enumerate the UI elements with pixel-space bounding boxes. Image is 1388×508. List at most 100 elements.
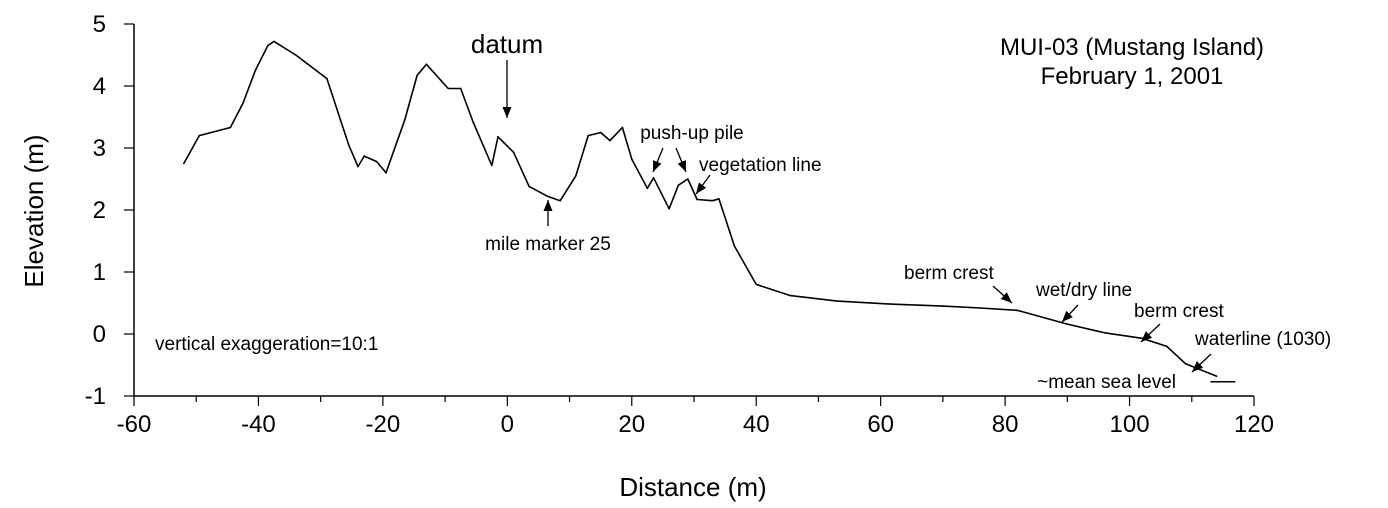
y-tick-label: 3 (93, 135, 106, 162)
x-tick-label: 60 (867, 411, 894, 438)
profile-point (425, 63, 428, 66)
x-tick-label: -60 (117, 411, 152, 438)
profile-point (294, 54, 297, 56)
profile-point (892, 303, 894, 306)
waterline-arrow (1191, 353, 1212, 373)
profile-point (942, 305, 944, 307)
profile-point (512, 151, 515, 154)
berm-crest-arrow-upper (992, 285, 1013, 304)
profile-point (447, 87, 450, 90)
profile-point (357, 165, 359, 168)
profile-point (1215, 375, 1218, 377)
profile-point (385, 172, 387, 174)
profile-point (1103, 331, 1106, 334)
vegetation-line-arrow (695, 174, 711, 195)
profile-point (546, 195, 549, 198)
profile-point (711, 199, 714, 202)
x-tick-label: -40 (241, 411, 276, 438)
annotation-wet-dry-line: wet/dry line (1035, 280, 1132, 301)
annotation-push-up-pile: push-up pile (640, 123, 744, 144)
chart-title: MUI-03 (Mustang Island) (1000, 34, 1264, 61)
profile-point (273, 40, 275, 43)
profile-point (375, 160, 378, 163)
profile-point (652, 176, 655, 179)
annotation-mean-sea-level: ~mean sea level (1037, 372, 1176, 393)
profile-point (347, 144, 350, 146)
profile-point (621, 126, 624, 129)
profile-point (789, 294, 792, 297)
wet-dry-line-arrow (1061, 304, 1079, 323)
profile-point (1184, 362, 1187, 365)
profile-point (630, 158, 633, 160)
x-tick-label: 20 (618, 411, 645, 438)
profile-point (718, 198, 720, 200)
profile-point (755, 283, 758, 286)
x-tick-label: 80 (992, 411, 1019, 438)
profile-point (979, 307, 982, 309)
profile-point (836, 300, 838, 302)
profile-point (1141, 337, 1143, 340)
y-tick-label: 0 (93, 321, 106, 348)
profile-point (472, 121, 474, 123)
profile-point (254, 69, 257, 72)
profile-series-line (183, 40, 1217, 377)
annotation-mile-marker: mile marker 25 (485, 234, 611, 255)
profile-point (497, 136, 499, 138)
profile-point (733, 245, 736, 247)
x-tick-label: 0 (501, 411, 514, 438)
y-tick-label: 5 (93, 11, 106, 38)
x-axis-title: Distance (m) (619, 472, 766, 502)
profile-point (242, 102, 244, 105)
profile-point (686, 178, 689, 180)
profile-point (668, 207, 670, 210)
profile-point (559, 199, 562, 202)
profile-point (229, 126, 232, 129)
profile-point (609, 139, 611, 142)
profile-point (574, 175, 577, 177)
push-up-pile-arrow-left (652, 147, 664, 173)
profile-point (599, 131, 602, 134)
axis-ticks: -60 -40 -20 0 20 40 60 80 100 120 -1 0 1 2 3 4 5 (85, 11, 1274, 438)
annotation-datum: datum (471, 29, 543, 59)
annotation-arrows (502, 60, 1212, 373)
profile-point (1166, 345, 1168, 348)
y-tick-label: 2 (93, 197, 106, 224)
annotation-berm-crest-lower: berm crest (1134, 301, 1224, 322)
x-tick-label: 120 (1234, 411, 1274, 438)
y-tick-label: 4 (93, 73, 106, 100)
x-tick-label: 40 (743, 411, 770, 438)
profile-point (326, 77, 328, 80)
annotation-berm-crest-upper: berm crest (904, 263, 994, 284)
profile-point (403, 119, 406, 121)
x-tick-label: 100 (1110, 411, 1150, 438)
annotation-vegetation-line: vegetation line (699, 155, 822, 176)
y-axis-title: Elevation (m) (19, 134, 49, 287)
x-tick-label: -20 (366, 411, 401, 438)
profile-point (1066, 323, 1069, 325)
profile-point (696, 198, 698, 201)
chart-subtitle: February 1, 2001 (1041, 63, 1224, 90)
profile-point (1016, 309, 1019, 312)
profile-point (198, 134, 201, 137)
y-tick-label: -1 (85, 383, 106, 410)
plot-area (182, 40, 1236, 383)
profile-point (528, 185, 530, 188)
profile-point (646, 187, 649, 190)
profile-point (363, 155, 366, 157)
profile-point (503, 142, 506, 144)
datum-arrow (502, 60, 512, 118)
profile-point (416, 74, 418, 77)
profile-point (182, 162, 185, 165)
profile-point (587, 134, 590, 137)
profile-point (677, 184, 680, 186)
annotation-vertical-exaggeration: vertical exaggeration=10:1 (155, 334, 378, 355)
profile-point (490, 164, 493, 167)
profile-point (459, 87, 462, 90)
mile-marker-arrow (543, 200, 553, 226)
annotation-waterline: waterline (1030) (1194, 329, 1331, 350)
berm-crest-arrow-lower (1140, 323, 1161, 343)
profile-point (266, 44, 269, 47)
push-up-pile-arrow-right (675, 147, 687, 173)
y-tick-label: 1 (93, 259, 106, 286)
